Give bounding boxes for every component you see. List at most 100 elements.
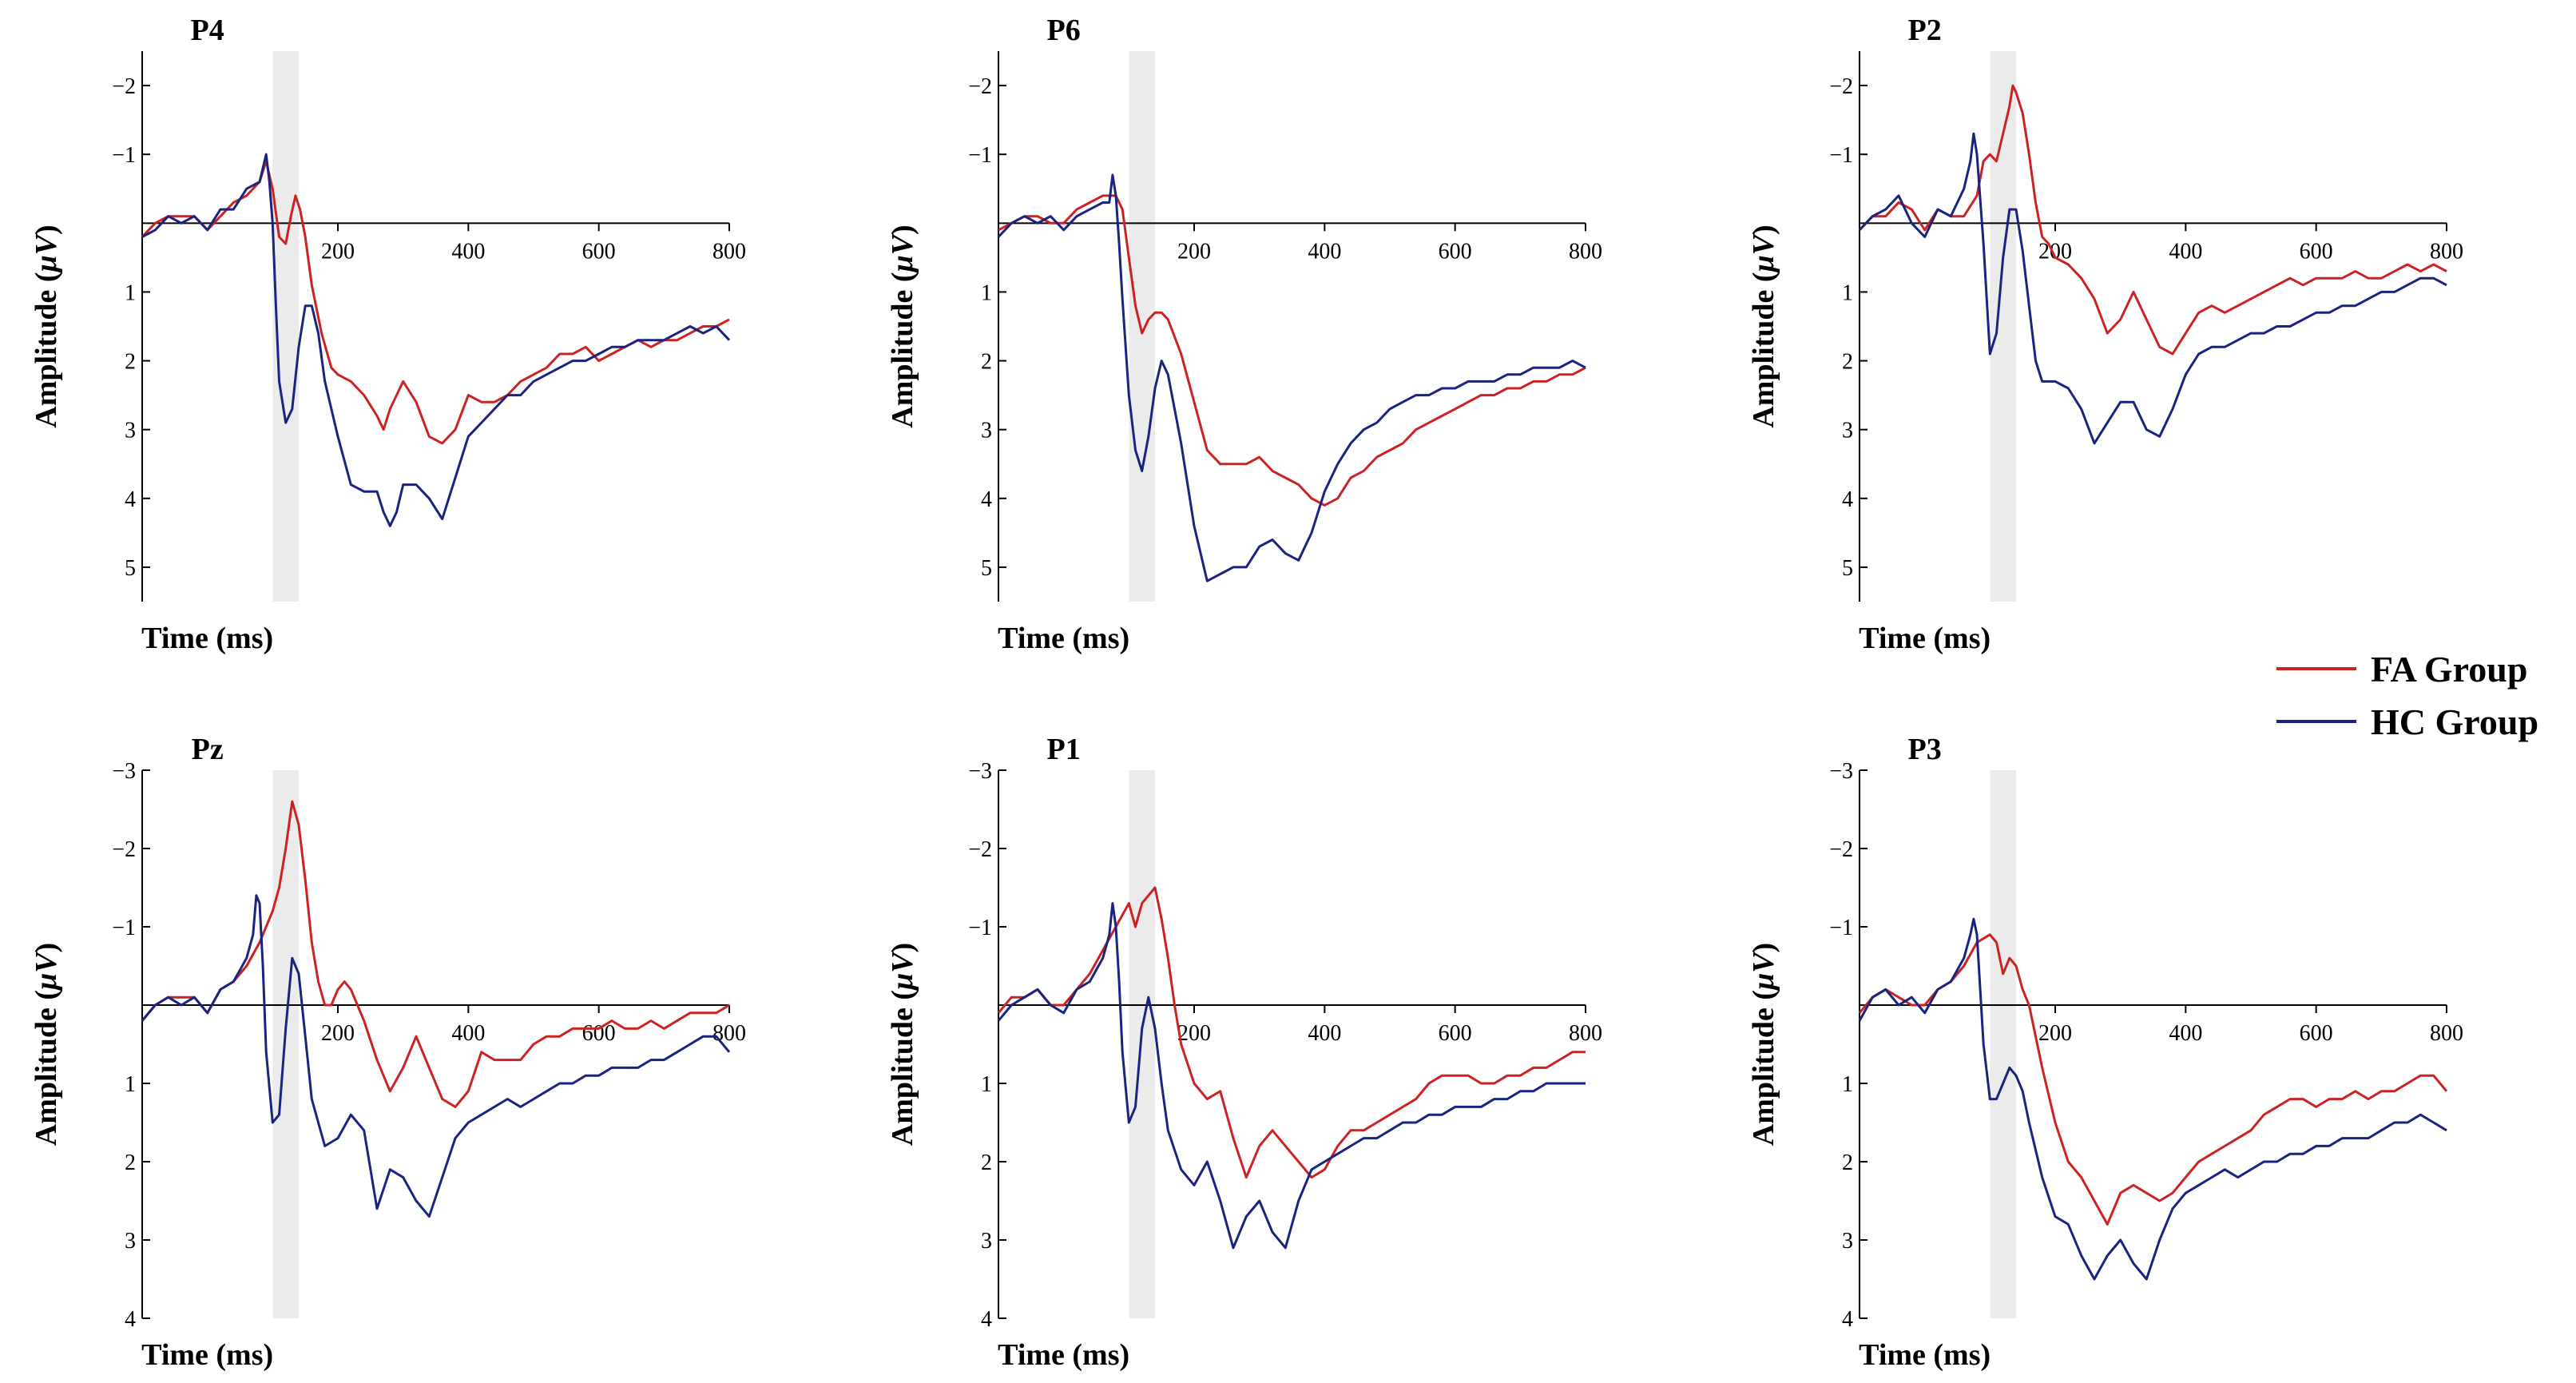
y-tick-label: −1 <box>112 143 136 168</box>
x-tick-label: 400 <box>451 1021 485 1046</box>
x-tick-label: 800 <box>712 239 746 264</box>
panel-title: Pz <box>192 733 224 766</box>
y-tick-label: −2 <box>968 837 992 862</box>
y-tick-label: 3 <box>1842 1229 1853 1254</box>
y-tick-label: 2 <box>981 1151 992 1175</box>
y-tick-label: −1 <box>112 916 136 940</box>
x-axis-label: Time (ms) <box>998 622 1129 655</box>
x-tick-label: 200 <box>1177 239 1211 264</box>
x-tick-label: 600 <box>582 1021 616 1046</box>
x-tick-label: 400 <box>451 239 485 264</box>
y-tick-label: −1 <box>1829 143 1853 168</box>
x-tick-label: 600 <box>1439 239 1472 264</box>
x-tick-label: 200 <box>2038 1021 2072 1046</box>
y-tick-label: −1 <box>968 143 992 168</box>
x-tick-label: 400 <box>1308 239 1341 264</box>
x-tick-label: 800 <box>712 1021 746 1046</box>
y-tick-label: 1 <box>1842 280 1853 305</box>
y-tick-label: 2 <box>1842 1151 1853 1175</box>
y-tick-label: −2 <box>1829 74 1853 99</box>
legend: FA Group HC Group <box>2276 649 2538 742</box>
y-tick-label: 1 <box>125 280 136 305</box>
y-tick-label: 5 <box>1842 556 1853 581</box>
y-tick-label: 3 <box>125 419 136 443</box>
panel-pz: −3 −2 −1 1 2 3 4 200 400 600 800 Pz Time (ms) Amplitu… <box>30 733 746 1372</box>
x-tick-label: 600 <box>2300 239 2333 264</box>
y-tick-label: 3 <box>981 419 992 443</box>
panel-p1: −3 −2 −1 1 2 3 4 200 400 600 800 P1 Time (ms) Amplitu… <box>886 733 1602 1372</box>
x-tick-label: 400 <box>2169 239 2202 264</box>
series-line-hc <box>141 153 731 527</box>
y-tick-label: −2 <box>968 74 992 99</box>
panels-layer: −2 −1 1 2 3 4 5 200 400 600 800 P4 Time (ms) Amplitud… <box>30 14 2463 1372</box>
x-tick-label: 800 <box>1569 239 1602 264</box>
legend-hc-label: HC Group <box>2371 701 2538 742</box>
x-tick-label: 600 <box>1439 1021 1472 1046</box>
x-tick-label: 800 <box>1569 1021 1602 1046</box>
series-line-hc <box>141 894 731 1218</box>
y-tick-label: −3 <box>112 759 136 784</box>
y-axis-label: Amplitude (μV) <box>886 225 919 427</box>
y-tick-label: −3 <box>1829 759 1853 784</box>
x-tick-label: 800 <box>2430 239 2463 264</box>
y-axis-label: Amplitude (μV) <box>30 225 63 427</box>
panel-p2: −2 −1 1 2 3 4 5 200 400 600 800 P2 Time (ms) Amplitud… <box>1747 14 2463 655</box>
y-tick-label: 2 <box>125 1151 136 1175</box>
series-line-fa <box>1858 84 2447 356</box>
x-axis-label: Time (ms) <box>1859 1338 1991 1372</box>
y-tick-label: 2 <box>125 350 136 375</box>
x-axis-label: Time (ms) <box>998 1338 1129 1372</box>
panel-title: P2 <box>1908 14 1942 47</box>
x-tick-label: 600 <box>2300 1021 2333 1046</box>
x-tick-label: 200 <box>1177 1021 1211 1046</box>
series-line-hc <box>997 173 1586 582</box>
x-tick-label: 800 <box>2430 1021 2463 1046</box>
series-line-fa <box>141 160 730 445</box>
shaded-window <box>1990 51 2016 602</box>
shaded-window <box>1129 51 1155 602</box>
x-tick-label: 200 <box>321 239 355 264</box>
panel-p6: −2 −1 1 2 3 4 5 200 400 600 800 P6 Time (ms) Amplitud… <box>886 14 1602 655</box>
y-tick-label: −2 <box>112 837 136 862</box>
series-line-hc <box>997 902 1586 1250</box>
y-tick-label: 4 <box>1842 1307 1853 1332</box>
y-tick-label: −2 <box>1829 837 1853 862</box>
x-tick-label: 400 <box>2169 1021 2202 1046</box>
y-tick-label: 1 <box>981 280 992 305</box>
y-tick-label: −2 <box>112 74 136 99</box>
shaded-window <box>1129 770 1155 1318</box>
y-tick-label: 4 <box>125 1307 136 1332</box>
y-tick-label: −1 <box>1829 916 1853 940</box>
panel-title: P1 <box>1047 733 1081 766</box>
x-tick-label: 200 <box>2038 239 2072 264</box>
y-tick-label: 3 <box>125 1229 136 1254</box>
y-tick-label: 2 <box>1842 350 1853 375</box>
y-tick-label: 3 <box>1842 419 1853 443</box>
panel-title: P6 <box>1047 14 1081 47</box>
y-tick-label: 4 <box>981 487 992 512</box>
x-tick-label: 600 <box>582 239 616 264</box>
series-line-fa <box>1858 933 2448 1226</box>
y-axis-label: Amplitude (μV) <box>886 943 919 1146</box>
y-tick-label: 1 <box>1842 1072 1853 1097</box>
y-tick-label: 4 <box>125 487 136 512</box>
panel-p3: −3 −2 −1 1 2 3 4 200 400 600 800 P3 Time (ms) Amplitu… <box>1747 733 2463 1372</box>
panel-title: P4 <box>191 14 224 47</box>
shaded-window <box>1990 770 2016 1318</box>
y-tick-label: 3 <box>981 1229 992 1254</box>
y-tick-label: −1 <box>968 916 992 940</box>
y-axis-label: Amplitude (μV) <box>30 943 63 1146</box>
y-tick-label: 1 <box>125 1072 136 1097</box>
series-line-hc <box>1858 917 2447 1281</box>
y-tick-label: 1 <box>981 1072 992 1097</box>
y-axis-label: Amplitude (μV) <box>1747 943 1780 1146</box>
series-line-fa <box>998 194 1586 507</box>
x-axis-label: Time (ms) <box>141 622 273 655</box>
y-tick-label: 4 <box>981 1307 992 1332</box>
y-tick-label: 4 <box>1842 487 1853 512</box>
x-axis-label: Time (ms) <box>1859 622 1991 655</box>
y-tick-label: 2 <box>981 350 992 375</box>
x-tick-label: 400 <box>1308 1021 1341 1046</box>
panel-p4: −2 −1 1 2 3 4 5 200 400 600 800 P4 Time (ms) Amplitud… <box>30 14 746 655</box>
